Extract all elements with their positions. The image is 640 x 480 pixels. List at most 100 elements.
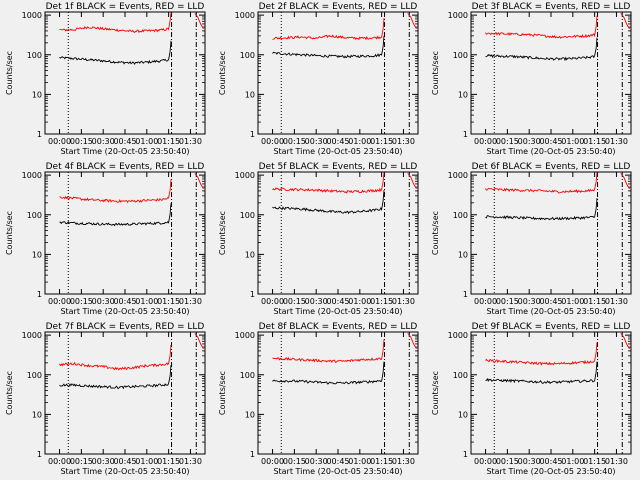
y-tick-label: 1000 bbox=[448, 331, 468, 340]
x-tick-label: 01:30 bbox=[179, 297, 202, 306]
x-tick-label: 01:00 bbox=[348, 457, 371, 466]
x-tick-label: 00:15 bbox=[70, 297, 93, 306]
panel-title: Det 1f BLACK = Events, RED = LLD bbox=[46, 2, 205, 12]
panel-8: Det 8f BLACK = Events, RED = LLD 1 10 100 10… bbox=[218, 322, 419, 476]
x-tick-label: 01:15 bbox=[370, 137, 393, 146]
x-tick-label: 01:30 bbox=[392, 457, 415, 466]
y-tick-label: 10 bbox=[245, 250, 255, 259]
y-tick-label: 10 bbox=[458, 90, 468, 99]
x-tick-label: 00:00 bbox=[261, 137, 284, 146]
y-axis-label: Counts/sec bbox=[5, 211, 14, 255]
plot-frame bbox=[44, 171, 206, 295]
y-axis-label: Counts/sec bbox=[431, 211, 440, 255]
y-tick-label: 100 bbox=[240, 51, 255, 60]
plot-frame bbox=[470, 171, 632, 295]
plot-frame bbox=[44, 331, 206, 455]
y-tick-label: 1 bbox=[250, 450, 255, 459]
y-axis-label: Counts/sec bbox=[431, 51, 440, 95]
y-tick-label: 100 bbox=[453, 51, 468, 60]
x-tick-label: 00:45 bbox=[539, 457, 562, 466]
x-axis-label: Start Time (20-Oct-05 23:50:40) bbox=[273, 147, 402, 156]
x-tick-label: 01:00 bbox=[135, 137, 158, 146]
x-axis-label: Start Time (20-Oct-05 23:50:40) bbox=[60, 147, 189, 156]
x-tick-label: 01:00 bbox=[135, 457, 158, 466]
x-tick-label: 00:30 bbox=[305, 457, 328, 466]
x-tick-label: 00:00 bbox=[474, 297, 497, 306]
y-tick-label: 1000 bbox=[448, 11, 468, 20]
x-tick-label: 00:45 bbox=[326, 457, 349, 466]
lld-series-line bbox=[272, 339, 385, 363]
y-tick-label: 1 bbox=[37, 130, 42, 139]
panel-title: Det 9f BLACK = Events, RED = LLD bbox=[472, 322, 631, 332]
panel-title: Det 7f BLACK = Events, RED = LLD bbox=[46, 322, 205, 332]
y-tick-label: 10 bbox=[458, 250, 468, 259]
y-tick-label: 100 bbox=[27, 51, 42, 60]
x-tick-label: 01:30 bbox=[392, 297, 415, 306]
x-tick-label: 00:15 bbox=[496, 137, 519, 146]
y-tick-label: 10 bbox=[245, 90, 255, 99]
x-tick-label: 00:15 bbox=[496, 297, 519, 306]
lld-series-tail bbox=[407, 333, 417, 350]
y-tick-label: 10 bbox=[32, 410, 42, 419]
plot-frame bbox=[470, 331, 632, 455]
x-tick-label: 00:15 bbox=[496, 457, 519, 466]
y-axis-label: Counts/sec bbox=[218, 371, 227, 415]
lld-series-tail bbox=[407, 173, 417, 190]
x-tick-label: 00:00 bbox=[261, 297, 284, 306]
y-tick-label: 10 bbox=[458, 410, 468, 419]
x-tick-label: 01:15 bbox=[370, 457, 393, 466]
x-tick-label: 00:30 bbox=[518, 137, 541, 146]
x-tick-label: 00:00 bbox=[48, 297, 71, 306]
x-axis-label: Start Time (20-Oct-05 23:50:40) bbox=[273, 307, 402, 316]
x-axis-label: Start Time (20-Oct-05 23:50:40) bbox=[486, 307, 615, 316]
events-series-line bbox=[59, 203, 172, 227]
lld-series-tail bbox=[620, 333, 630, 350]
y-tick-label: 1 bbox=[37, 290, 42, 299]
x-tick-label: 00:30 bbox=[305, 297, 328, 306]
panel-1: Det 1f BLACK = Events, RED = LLD 1 10 100 10… bbox=[5, 2, 206, 156]
panel-title: Det 3f BLACK = Events, RED = LLD bbox=[472, 2, 631, 12]
x-tick-label: 00:45 bbox=[539, 137, 562, 146]
y-tick-label: 100 bbox=[240, 371, 255, 380]
plot-frame bbox=[257, 171, 419, 295]
lld-series-tail bbox=[620, 173, 630, 190]
events-series-line bbox=[272, 35, 385, 59]
y-tick-label: 100 bbox=[453, 371, 468, 380]
x-axis-label: Start Time (20-Oct-05 23:50:40) bbox=[486, 147, 615, 156]
x-axis-label: Start Time (20-Oct-05 23:50:40) bbox=[486, 467, 615, 476]
panel-3: Det 3f BLACK = Events, RED = LLD 1 10 100 10… bbox=[431, 2, 632, 156]
x-tick-label: 00:30 bbox=[518, 297, 541, 306]
x-tick-label: 00:15 bbox=[70, 137, 93, 146]
x-tick-label: 01:15 bbox=[157, 457, 180, 466]
y-tick-label: 100 bbox=[27, 371, 42, 380]
y-tick-label: 1000 bbox=[448, 171, 468, 180]
panel-5: Det 5f BLACK = Events, RED = LLD 1 10 100 10… bbox=[218, 162, 419, 316]
x-tick-label: 00:15 bbox=[283, 297, 306, 306]
lld-series-line bbox=[272, 172, 385, 194]
plot-frame bbox=[470, 11, 632, 135]
x-tick-label: 00:00 bbox=[48, 137, 71, 146]
x-tick-label: 01:30 bbox=[179, 137, 202, 146]
panel-9: Det 9f BLACK = Events, RED = LLD 1 10 100 10… bbox=[431, 322, 632, 476]
lld-series-line bbox=[485, 172, 598, 194]
y-tick-label: 1 bbox=[463, 450, 468, 459]
x-tick-label: 00:45 bbox=[326, 137, 349, 146]
x-tick-label: 00:30 bbox=[518, 457, 541, 466]
y-tick-label: 1 bbox=[463, 130, 468, 139]
x-tick-label: 00:00 bbox=[261, 457, 284, 466]
x-tick-label: 00:30 bbox=[92, 297, 115, 306]
y-tick-label: 1000 bbox=[235, 171, 255, 180]
x-tick-label: 01:30 bbox=[605, 137, 628, 146]
panel-title: Det 2f BLACK = Events, RED = LLD bbox=[259, 2, 418, 12]
x-tick-label: 00:45 bbox=[113, 137, 136, 146]
lld-series-tail bbox=[194, 173, 204, 190]
events-series-line bbox=[59, 40, 172, 65]
panel-2: Det 2f BLACK = Events, RED = LLD 1 10 100 10… bbox=[218, 2, 419, 156]
y-axis-label: Counts/sec bbox=[5, 51, 14, 95]
x-tick-label: 00:45 bbox=[326, 297, 349, 306]
y-axis-label: Counts/sec bbox=[218, 211, 227, 255]
x-tick-label: 01:00 bbox=[561, 137, 584, 146]
y-tick-label: 1000 bbox=[22, 331, 42, 340]
events-series-line bbox=[485, 37, 598, 62]
